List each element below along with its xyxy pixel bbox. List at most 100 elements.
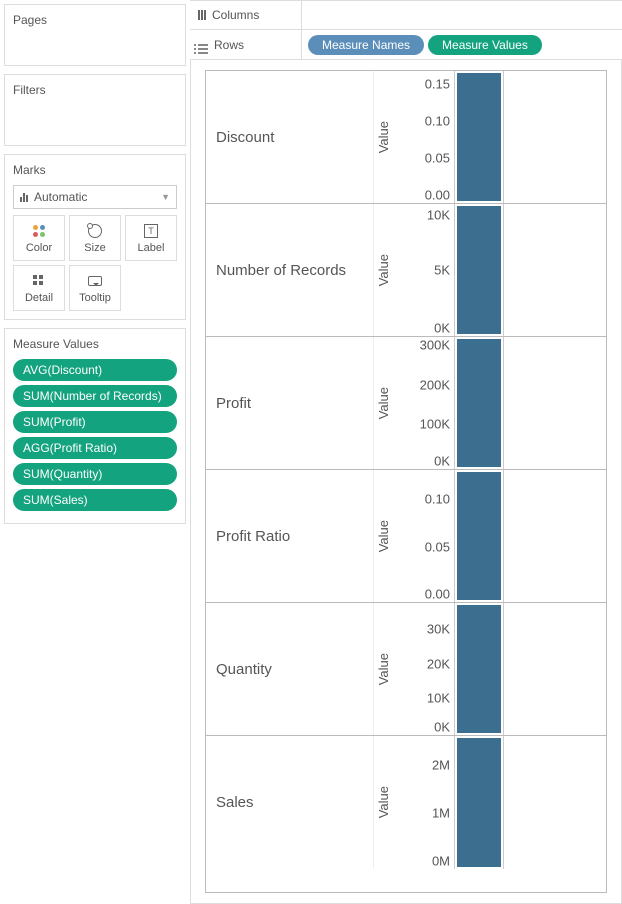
- axis-tick: 200K: [420, 377, 450, 392]
- measure-values-title: Measure Values: [13, 337, 177, 351]
- viz-bar-cell[interactable]: [454, 204, 504, 336]
- axis-tick: 5K: [434, 263, 450, 278]
- bar: [457, 73, 501, 201]
- axis-tick: 300K: [420, 337, 450, 352]
- axis-tick: 2M: [432, 758, 450, 773]
- viz-row-name: Sales: [206, 736, 374, 869]
- measure-values-pills: AVG(Discount) SUM(Number of Records) SUM(P…: [13, 359, 177, 511]
- left-panel: Pages Filters Marks Automatic ▼ Color Si…: [0, 0, 190, 904]
- rows-shelf-label: Rows: [190, 30, 302, 59]
- axis-title: Value: [376, 520, 391, 552]
- marks-type-dropdown[interactable]: Automatic ▼: [13, 185, 177, 209]
- viz-row-name: Discount: [206, 71, 374, 203]
- marks-title: Marks: [13, 163, 177, 177]
- pages-title: Pages: [13, 13, 177, 27]
- viz-row: ProfitValue 300K 200K 100K 0K: [206, 337, 606, 470]
- axis-tick: 0.00: [425, 188, 450, 203]
- axis-title: Value: [376, 653, 391, 685]
- bar: [457, 339, 501, 467]
- axis-tick: 0K: [434, 321, 450, 336]
- size-icon: [88, 223, 102, 239]
- viz-bar-cell[interactable]: [454, 470, 504, 602]
- marks-card: Marks Automatic ▼ Color Size T Label: [4, 154, 186, 320]
- bar: [457, 738, 501, 867]
- columns-icon: [198, 8, 206, 23]
- viz-row-name: Profit: [206, 337, 374, 469]
- viz-row-name: Quantity: [206, 603, 374, 735]
- axis-ticks: 30K 20K 10K 0K: [391, 603, 454, 735]
- rows-shelf-pills[interactable]: Measure NamesMeasure Values: [302, 35, 622, 55]
- measure-pill[interactable]: SUM(Profit): [13, 411, 177, 433]
- axis-tick: 0.00: [425, 587, 450, 602]
- detail-button[interactable]: Detail: [13, 265, 65, 311]
- axis-ticks: 0.15 0.10 0.05 0.00: [391, 71, 454, 203]
- axis-title: Value: [376, 121, 391, 153]
- viz-bar-cell[interactable]: [454, 71, 504, 203]
- viz-axis: Value 0.15 0.10 0.05 0.00: [374, 71, 454, 203]
- rows-icon: [198, 35, 208, 54]
- axis-tick: 0.05: [425, 539, 450, 554]
- color-button[interactable]: Color: [13, 215, 65, 261]
- viz-axis: Value 2M 1M 0M: [374, 736, 454, 869]
- viz-row: DiscountValue 0.15 0.10 0.05 0.00: [206, 71, 606, 204]
- chevron-down-icon: ▼: [161, 192, 170, 202]
- axis-tick: 0.05: [425, 151, 450, 166]
- rows-shelf[interactable]: Rows Measure NamesMeasure Values: [190, 30, 622, 60]
- axis-ticks: 10K 5K 0K: [391, 204, 454, 336]
- tooltip-button[interactable]: Tooltip: [69, 265, 121, 311]
- viz-row-name: Number of Records: [206, 204, 374, 336]
- color-icon: [32, 223, 46, 239]
- axis-tick: 10K: [427, 691, 450, 706]
- viz-row: Profit RatioValue0.100.050.00: [206, 470, 606, 603]
- bar-chart-icon: [20, 190, 28, 205]
- axis-tick: 0M: [432, 854, 450, 869]
- axis-title: Value: [376, 786, 391, 818]
- bar: [457, 206, 501, 334]
- visualization-area: DiscountValue0.150.100.050.00Number of R…: [190, 60, 622, 904]
- label-icon: T: [144, 223, 158, 239]
- axis-tick: 10K: [427, 207, 450, 222]
- viz-axis: Value0.100.050.00: [374, 470, 454, 602]
- visualization-container: DiscountValue0.150.100.050.00Number of R…: [205, 70, 607, 893]
- measure-pill[interactable]: SUM(Sales): [13, 489, 177, 511]
- marks-buttons-grid: Color Size T Label Detail Tooltip: [13, 215, 177, 311]
- axis-tick: 0K: [434, 720, 450, 735]
- axis-tick: 0.10: [425, 114, 450, 129]
- tooltip-icon: [88, 273, 102, 289]
- viz-row-name: Profit Ratio: [206, 470, 374, 602]
- axis-tick: 0.15: [425, 77, 450, 92]
- viz-bar-cell[interactable]: [454, 736, 504, 869]
- axis-title: Value: [376, 387, 391, 419]
- detail-icon: [33, 273, 45, 289]
- bar: [457, 472, 501, 600]
- measure-values-card: Measure Values AVG(Discount) SUM(Number o…: [4, 328, 186, 524]
- measure-pill[interactable]: AVG(Discount): [13, 359, 177, 381]
- axis-tick: 100K: [420, 417, 450, 432]
- pages-card[interactable]: Pages: [4, 4, 186, 66]
- viz-axis: Value 300K 200K 100K 0K: [374, 337, 454, 469]
- axis-ticks: 2M 1M 0M: [391, 736, 454, 869]
- axis-tick: 30K: [427, 622, 450, 637]
- axis-tick: 1M: [432, 806, 450, 821]
- viz-axis: Value 30K 20K 10K 0K: [374, 603, 454, 735]
- right-panel: Columns Rows Measure NamesMeasure Values…: [190, 0, 622, 904]
- viz-bar-cell[interactable]: [454, 337, 504, 469]
- axis-tick: 20K: [427, 656, 450, 671]
- size-button[interactable]: Size: [69, 215, 121, 261]
- axis-title: Value: [376, 254, 391, 286]
- filters-title: Filters: [13, 83, 177, 97]
- label-button[interactable]: T Label: [125, 215, 177, 261]
- columns-shelf-label: Columns: [190, 1, 302, 29]
- columns-shelf[interactable]: Columns: [190, 0, 622, 30]
- shelf-pill[interactable]: Measure Names: [308, 35, 424, 55]
- viz-row: Number of RecordsValue 10K 5K 0K: [206, 204, 606, 337]
- measure-pill[interactable]: AGG(Profit Ratio): [13, 437, 177, 459]
- filters-card[interactable]: Filters: [4, 74, 186, 146]
- viz-row: QuantityValue 30K 20K 10K 0K: [206, 603, 606, 736]
- measure-pill[interactable]: SUM(Quantity): [13, 463, 177, 485]
- shelf-pill[interactable]: Measure Values: [428, 35, 542, 55]
- axis-tick: 0K: [434, 454, 450, 469]
- measure-pill[interactable]: SUM(Number of Records): [13, 385, 177, 407]
- viz-bar-cell[interactable]: [454, 603, 504, 735]
- axis-ticks: 300K 200K 100K 0K: [391, 337, 454, 469]
